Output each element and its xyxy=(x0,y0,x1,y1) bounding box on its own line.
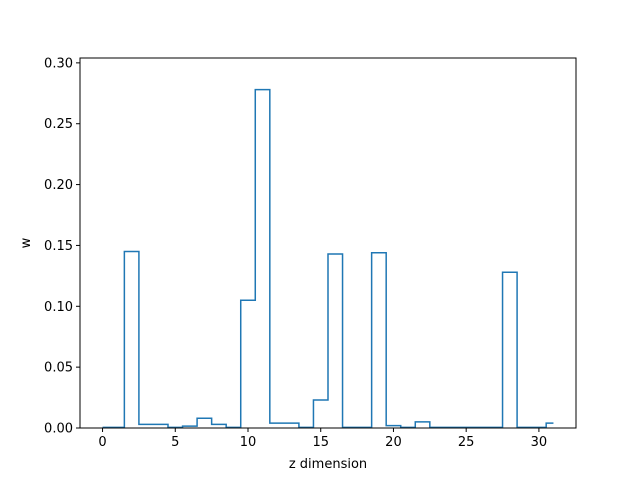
y-tick-label: 0.10 xyxy=(44,300,73,315)
y-tick-label: 0.00 xyxy=(44,422,73,437)
plot-frame xyxy=(79,57,577,429)
x-axis-ticks: 0 5 10 15 20 25 30 xyxy=(98,428,547,450)
y-tick-label: 0.30 xyxy=(44,56,73,71)
y-axis-label: w xyxy=(19,237,34,248)
step-series-line xyxy=(102,88,554,429)
x-tick-label: 30 xyxy=(531,435,548,450)
x-tick-label: 0 xyxy=(98,435,106,450)
y-axis-ticks: 0.00 0.05 0.10 0.15 0.20 0.25 0.30 xyxy=(44,56,80,437)
x-tick-label: 15 xyxy=(312,435,329,450)
x-axis-label: z dimension xyxy=(289,457,367,472)
x-tick-label: 10 xyxy=(240,435,257,450)
y-tick-label: 0.20 xyxy=(44,178,73,193)
x-tick-label: 25 xyxy=(458,435,475,450)
x-tick-label: 20 xyxy=(385,435,402,450)
y-tick-label: 0.25 xyxy=(44,117,73,132)
series-layer xyxy=(102,88,554,429)
x-tick-label: 5 xyxy=(171,435,179,450)
y-tick-label: 0.05 xyxy=(44,361,73,376)
y-tick-label: 0.15 xyxy=(44,239,73,254)
